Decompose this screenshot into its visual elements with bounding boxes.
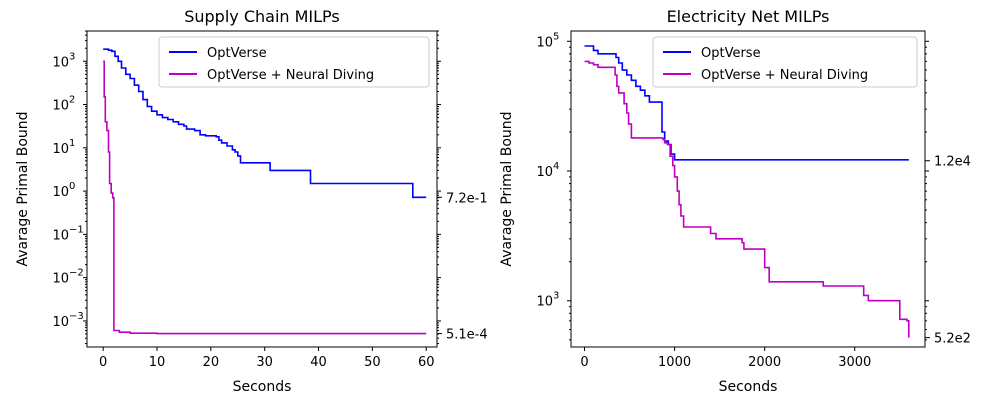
y-axis-label: Avarage Primal Bound [15,111,31,266]
legend-entry: OptVerse + Neural Diving [207,68,374,83]
y-tick-exponent: −2 [69,268,84,279]
series-line [584,60,910,338]
x-tick-label: 20 [203,355,220,370]
plot-frame [570,30,926,348]
legend-box [158,36,430,88]
legend-entry: OptVerse [701,46,761,61]
x-tick-label: 2000 [748,355,781,370]
chart-title: Supply Chain MILPs [184,7,340,26]
series-line [103,60,427,335]
x-tick-label: 3000 [838,355,871,370]
x-tick-label: 0 [580,355,588,370]
x-tick-label: 60 [418,355,435,370]
x-axis-label: Seconds [233,379,292,395]
series-line [584,45,909,161]
y-axis-label: Avarage Primal Bound [499,111,515,266]
y-tick-label: 10 [536,295,553,310]
y-tick-exponent: 0 [69,181,75,192]
legend: OptVerse OptVerse + Neural Diving [652,36,918,88]
right-annotation-label: 1.2e4 [934,155,971,170]
y-tick-label: 10 [52,272,69,287]
x-tick-label: 40 [310,355,327,370]
y-tick-exponent: −1 [69,224,84,235]
y-tick-label: 10 [536,35,553,50]
y-tick-exponent: 4 [553,161,559,172]
chart-2: Electricity Net MILPs 0 1000 2000 3000 Second… [499,7,971,395]
y-tick-exponent: 2 [69,95,75,106]
legend-entry: OptVerse + Neural Diving [701,68,868,83]
series-line [103,48,427,199]
y-tick-label: 10 [52,228,69,243]
x-tick-label: 50 [364,355,381,370]
y-tick-label: 10 [536,165,553,180]
x-tick-label: 10 [149,355,166,370]
right-annotation-label: 5.1e-4 [446,328,488,343]
x-tick-label: 1000 [658,355,691,370]
plot-frame [86,30,438,348]
y-tick-exponent: 5 [553,31,559,42]
y-tick-exponent: 1 [69,138,75,149]
x-tick-label: 30 [256,355,273,370]
right-annotation-label: 5.2e2 [934,332,971,347]
y-tick-exponent: 3 [69,51,75,62]
x-tick-label: 0 [99,355,107,370]
legend-entry: OptVerse [207,46,267,61]
y-tick-label: 10 [52,185,69,200]
y-tick-label: 10 [52,315,69,330]
right-annotation-label: 7.2e-1 [446,191,488,206]
y-tick-label: 10 [52,55,69,70]
chart-title: Electricity Net MILPs [667,7,830,26]
y-tick-exponent: 3 [553,291,559,302]
y-tick-label: 10 [52,99,69,114]
y-tick-exponent: −3 [69,311,84,322]
legend: OptVerse OptVerse + Neural Diving [158,36,430,88]
legend-box [652,36,918,88]
y-tick-label: 10 [52,142,69,157]
x-axis-label: Seconds [719,379,778,395]
